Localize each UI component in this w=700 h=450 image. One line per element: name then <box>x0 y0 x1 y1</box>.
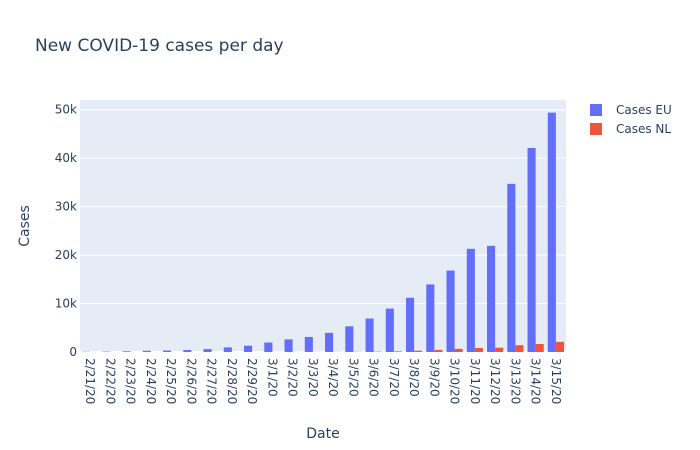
x-tick-label: 3/14/20 <box>529 358 543 404</box>
y-tick-label: 30k <box>55 200 77 214</box>
bar-cases-eu <box>203 349 212 352</box>
bar-cases-eu <box>527 147 536 352</box>
x-tick-label: 2/24/20 <box>144 358 158 404</box>
bar-cases-nl <box>495 347 504 352</box>
bar-cases-eu <box>284 339 293 352</box>
bar-cases-eu <box>163 350 172 352</box>
y-axis-title: Cases <box>17 205 33 247</box>
plot-area <box>80 100 566 352</box>
bar-cases-eu <box>507 183 516 352</box>
bars <box>82 112 564 352</box>
bar-cases-eu <box>406 297 415 352</box>
x-tick-label: 3/3/20 <box>306 358 320 397</box>
legend-item-cases-nl[interactable]: Cases NL <box>590 122 671 136</box>
x-tick-label: 3/9/20 <box>427 358 441 397</box>
y-axis-ticks: 0 10k 20k 30k 40k 50k <box>55 103 77 359</box>
bar-cases-eu <box>304 336 313 352</box>
x-tick-label: 2/26/20 <box>184 358 198 404</box>
bar-cases-eu <box>183 350 192 352</box>
bar-cases-eu <box>325 332 334 352</box>
bar-cases-eu <box>223 347 232 352</box>
bar-cases-eu <box>345 326 354 352</box>
bar-cases-eu <box>365 318 374 352</box>
y-tick-label: 20k <box>55 248 77 262</box>
legend-swatch <box>590 123 602 135</box>
legend-swatch <box>590 104 602 116</box>
bar-cases-eu <box>547 112 556 352</box>
bar-cases-eu <box>385 308 394 352</box>
bar-cases-nl <box>414 350 423 352</box>
y-tick-label: 0 <box>69 345 77 359</box>
x-tick-label: 3/1/20 <box>265 358 279 397</box>
bar-cases-eu <box>466 248 475 352</box>
bar-cases-nl <box>393 351 402 352</box>
bar-cases-nl <box>555 341 564 352</box>
y-tick-label: 40k <box>55 151 77 165</box>
x-tick-label: 2/29/20 <box>245 358 259 404</box>
x-tick-label: 3/12/20 <box>488 358 502 404</box>
legend-label: Cases NL <box>616 122 671 136</box>
x-axis-ticks: 2/21/20 2/22/20 2/23/20 2/24/20 2/25/20 2/26/… <box>83 358 563 404</box>
x-tick-label: 3/15/20 <box>549 358 563 404</box>
x-tick-label: 3/5/20 <box>346 358 360 397</box>
bar-cases-nl <box>454 348 463 352</box>
bar-cases-eu <box>264 342 273 352</box>
bar-cases-eu <box>142 350 151 352</box>
bar-cases-nl <box>535 344 544 352</box>
x-tick-label: 3/4/20 <box>326 358 340 397</box>
gridlines <box>80 109 566 353</box>
x-tick-label: 3/10/20 <box>448 358 462 404</box>
legend-item-cases-eu[interactable]: Cases EU <box>590 103 672 117</box>
x-tick-label: 3/2/20 <box>286 358 300 397</box>
x-tick-label: 2/22/20 <box>103 358 117 404</box>
x-tick-label: 3/8/20 <box>407 358 421 397</box>
x-tick-label: 3/6/20 <box>367 358 381 397</box>
bar-cases-eu <box>446 270 455 352</box>
legend[interactable]: Cases EU Cases NL <box>590 103 672 136</box>
bar-cases-eu <box>487 245 496 352</box>
bar-cases-eu <box>122 351 131 352</box>
bar-cases-nl <box>474 348 483 352</box>
x-axis-title: Date <box>306 426 339 442</box>
bar-cases-eu <box>426 284 435 352</box>
bar-cases-nl <box>515 345 524 352</box>
bar-cases-nl <box>434 349 443 352</box>
x-tick-label: 2/27/20 <box>205 358 219 404</box>
legend-label: Cases EU <box>616 103 672 117</box>
chart-title: New COVID-19 cases per day <box>35 36 284 56</box>
x-tick-label: 2/21/20 <box>83 358 97 404</box>
x-tick-label: 3/7/20 <box>387 358 401 397</box>
x-tick-label: 2/23/20 <box>124 358 138 404</box>
x-tick-label: 2/25/20 <box>164 358 178 404</box>
y-tick-label: 10k <box>55 297 77 311</box>
x-tick-label: 3/11/20 <box>468 358 482 404</box>
x-tick-label: 2/28/20 <box>225 358 239 404</box>
x-tick-label: 3/13/20 <box>508 358 522 404</box>
bar-cases-eu <box>244 345 253 352</box>
y-tick-label: 50k <box>55 103 77 117</box>
